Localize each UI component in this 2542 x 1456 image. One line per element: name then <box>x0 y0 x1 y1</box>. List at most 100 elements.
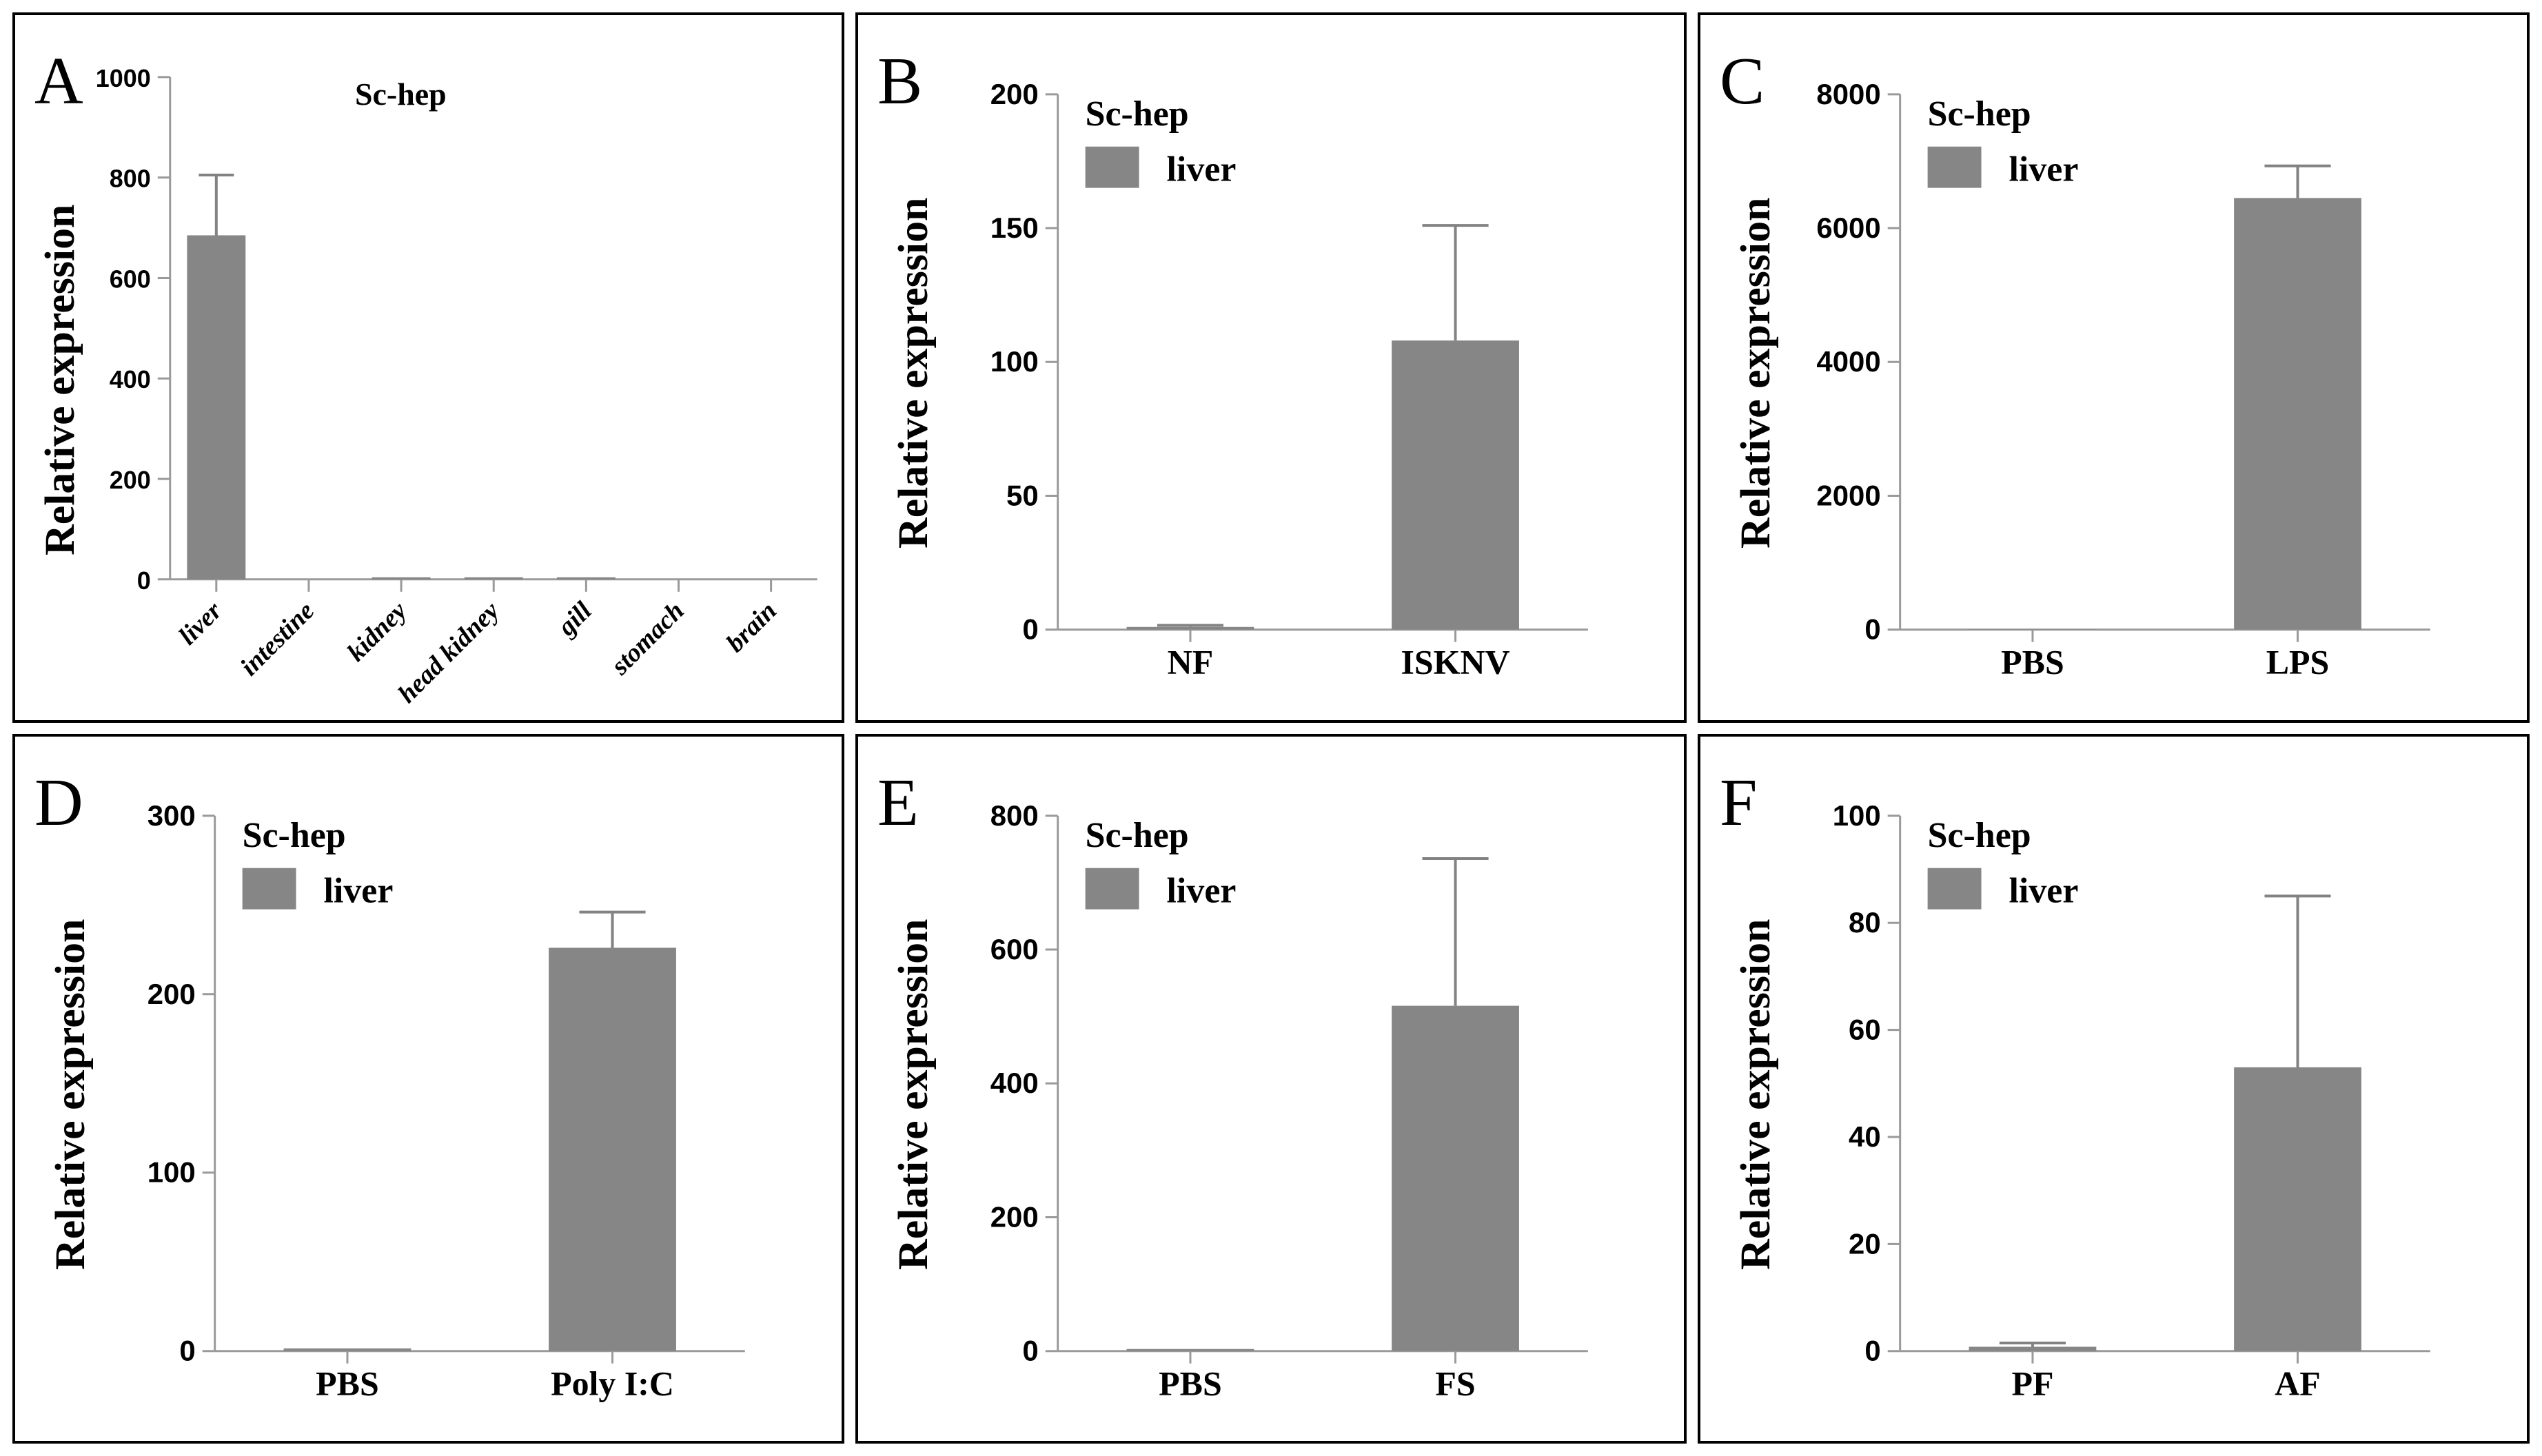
y-tick-label: 6000 <box>1817 212 1881 244</box>
legend-label: liver <box>323 871 393 910</box>
bar-pbs <box>283 1348 411 1351</box>
panel-F-chart: F Relative expression Sc-hep liver 0 20 40 60 80… <box>1720 765 2431 1402</box>
y-tick-label: 2000 <box>1817 479 1881 511</box>
panel-letter: B <box>877 44 922 119</box>
panel-D: D Relative expression Sc-hep liver 0 100 200 30… <box>12 733 844 1444</box>
y-tick-label: 300 <box>148 799 196 831</box>
y-axis-label: Relative expression <box>37 205 83 555</box>
x-tick-label: AF <box>2275 1364 2321 1402</box>
y-axis-label: Relative expression <box>1732 919 1779 1269</box>
bar-gill <box>556 577 616 580</box>
legend-swatch-icon <box>1085 868 1139 910</box>
legend-swatch-icon <box>1927 868 1982 910</box>
y-tick-label: 100 <box>1833 799 1881 831</box>
bar-pf <box>1969 1346 2097 1351</box>
y-tick-label: 1000 <box>96 64 151 92</box>
bar-af <box>2234 1067 2362 1351</box>
x-tick-label: NF <box>1167 644 1213 681</box>
bar-poly-i-c <box>549 947 676 1351</box>
y-tick-label: 4000 <box>1817 345 1881 378</box>
x-tick-label: PF <box>2012 1364 2054 1402</box>
y-tick-label: 800 <box>110 165 151 193</box>
legend-label: liver <box>2009 150 2079 189</box>
panel-letter: E <box>877 765 919 839</box>
legend-label: liver <box>1166 150 1236 189</box>
y-tick-label: 600 <box>990 933 1038 965</box>
y-tick-label: 0 <box>137 566 151 595</box>
y-axis-label: Relative expression <box>890 198 937 548</box>
x-tick-label: PBS <box>1159 1364 1222 1402</box>
y-tick-label: 100 <box>148 1156 196 1188</box>
x-tick-label: PBS <box>2001 644 2064 681</box>
y-tick-label: 0 <box>1865 613 1881 646</box>
y-tick-label: 400 <box>110 365 151 393</box>
panel-D-chart: D Relative expression Sc-hep liver 0 100 200 30… <box>34 765 745 1402</box>
legend-label: liver <box>1166 871 1236 910</box>
legend-swatch-icon <box>1927 146 1982 188</box>
panel-A: A Relative expression Sc-hep 0 200 400 600 800 1… <box>12 12 844 723</box>
chart-title: Sc-hep <box>355 76 447 112</box>
panel-C-chart: C Relative expression Sc-hep liver 0 2000 4000… <box>1720 44 2431 681</box>
y-axis-label: Relative expression <box>890 919 937 1269</box>
y-tick-label: 50 <box>1006 479 1039 511</box>
x-tick-label: head kidney <box>392 596 505 708</box>
x-tick-label: stomach <box>605 596 690 681</box>
panel-B: B Relative expression Sc-hep liver 0 50 100 150… <box>855 12 1687 723</box>
y-tick-label: 600 <box>110 265 151 293</box>
panel-F: F Relative expression Sc-hep liver 0 20 40 60 80… <box>1698 733 2530 1444</box>
y-tick-label: 200 <box>990 78 1038 110</box>
chart-title: Sc-hep <box>1085 94 1188 134</box>
x-tick-label: liver <box>173 596 228 651</box>
y-tick-label: 0 <box>1865 1334 1881 1366</box>
legend-label: liver <box>2009 871 2079 910</box>
chart-title: Sc-hep <box>1928 815 2031 854</box>
y-tick-label: 800 <box>990 799 1038 831</box>
panel-letter: A <box>34 44 83 119</box>
chart-title: Sc-hep <box>243 815 346 854</box>
x-tick-label: gill <box>552 596 598 642</box>
y-tick-label: 0 <box>179 1334 195 1366</box>
legend-swatch-icon <box>242 868 296 910</box>
bar-isknv <box>1391 340 1519 630</box>
y-tick-label: 200 <box>110 466 151 494</box>
legend-swatch-icon <box>1085 146 1139 188</box>
bar-fs <box>1391 1005 1519 1351</box>
y-tick-label: 0 <box>1022 1334 1038 1366</box>
y-tick-label: 200 <box>148 977 196 1009</box>
y-tick-label: 60 <box>1849 1013 1881 1045</box>
y-axis-label: Relative expression <box>47 919 94 1269</box>
x-tick-label: brain <box>721 596 782 657</box>
y-tick-label: 0 <box>1022 613 1038 646</box>
x-tick-label: PBS <box>316 1364 379 1402</box>
y-tick-label: 80 <box>1849 906 1881 939</box>
bar-head-kidney <box>464 577 523 580</box>
panel-B-chart: B Relative expression Sc-hep liver 0 50 100 150… <box>877 44 1588 681</box>
bar-lps <box>2234 198 2362 630</box>
panel-letter: F <box>1720 765 1757 839</box>
bar-pbs <box>1126 1349 1254 1351</box>
chart-title: Sc-hep <box>1085 815 1188 854</box>
panel-E: E Relative expression Sc-hep liver 0 200 400 60… <box>855 733 1687 1444</box>
y-tick-label: 8000 <box>1817 78 1881 110</box>
x-tick-label: LPS <box>2266 644 2330 681</box>
bar-kidney <box>372 577 431 580</box>
panel-E-chart: E Relative expression Sc-hep liver 0 200 400 60… <box>877 765 1588 1402</box>
y-tick-label: 40 <box>1849 1120 1881 1152</box>
x-tick-label: kidney <box>342 596 413 667</box>
y-tick-label: 200 <box>990 1200 1038 1233</box>
x-tick-label: ISKNV <box>1401 644 1509 681</box>
panel-letter: D <box>34 765 83 839</box>
chart-title: Sc-hep <box>1928 94 2031 134</box>
y-tick-label: 150 <box>990 212 1038 244</box>
y-tick-label: 400 <box>990 1067 1038 1099</box>
panel-C: C Relative expression Sc-hep liver 0 2000 4000… <box>1698 12 2530 723</box>
y-axis-label: Relative expression <box>1732 198 1779 548</box>
panel-A-chart: A Relative expression Sc-hep 0 200 400 600 800 1… <box>34 44 817 708</box>
bar-liver <box>187 235 246 580</box>
panel-letter: C <box>1720 44 1765 119</box>
x-tick-label: intestine <box>235 596 321 681</box>
y-tick-label: 100 <box>990 345 1038 378</box>
y-tick-label: 20 <box>1849 1227 1881 1260</box>
x-tick-label: FS <box>1435 1364 1475 1402</box>
